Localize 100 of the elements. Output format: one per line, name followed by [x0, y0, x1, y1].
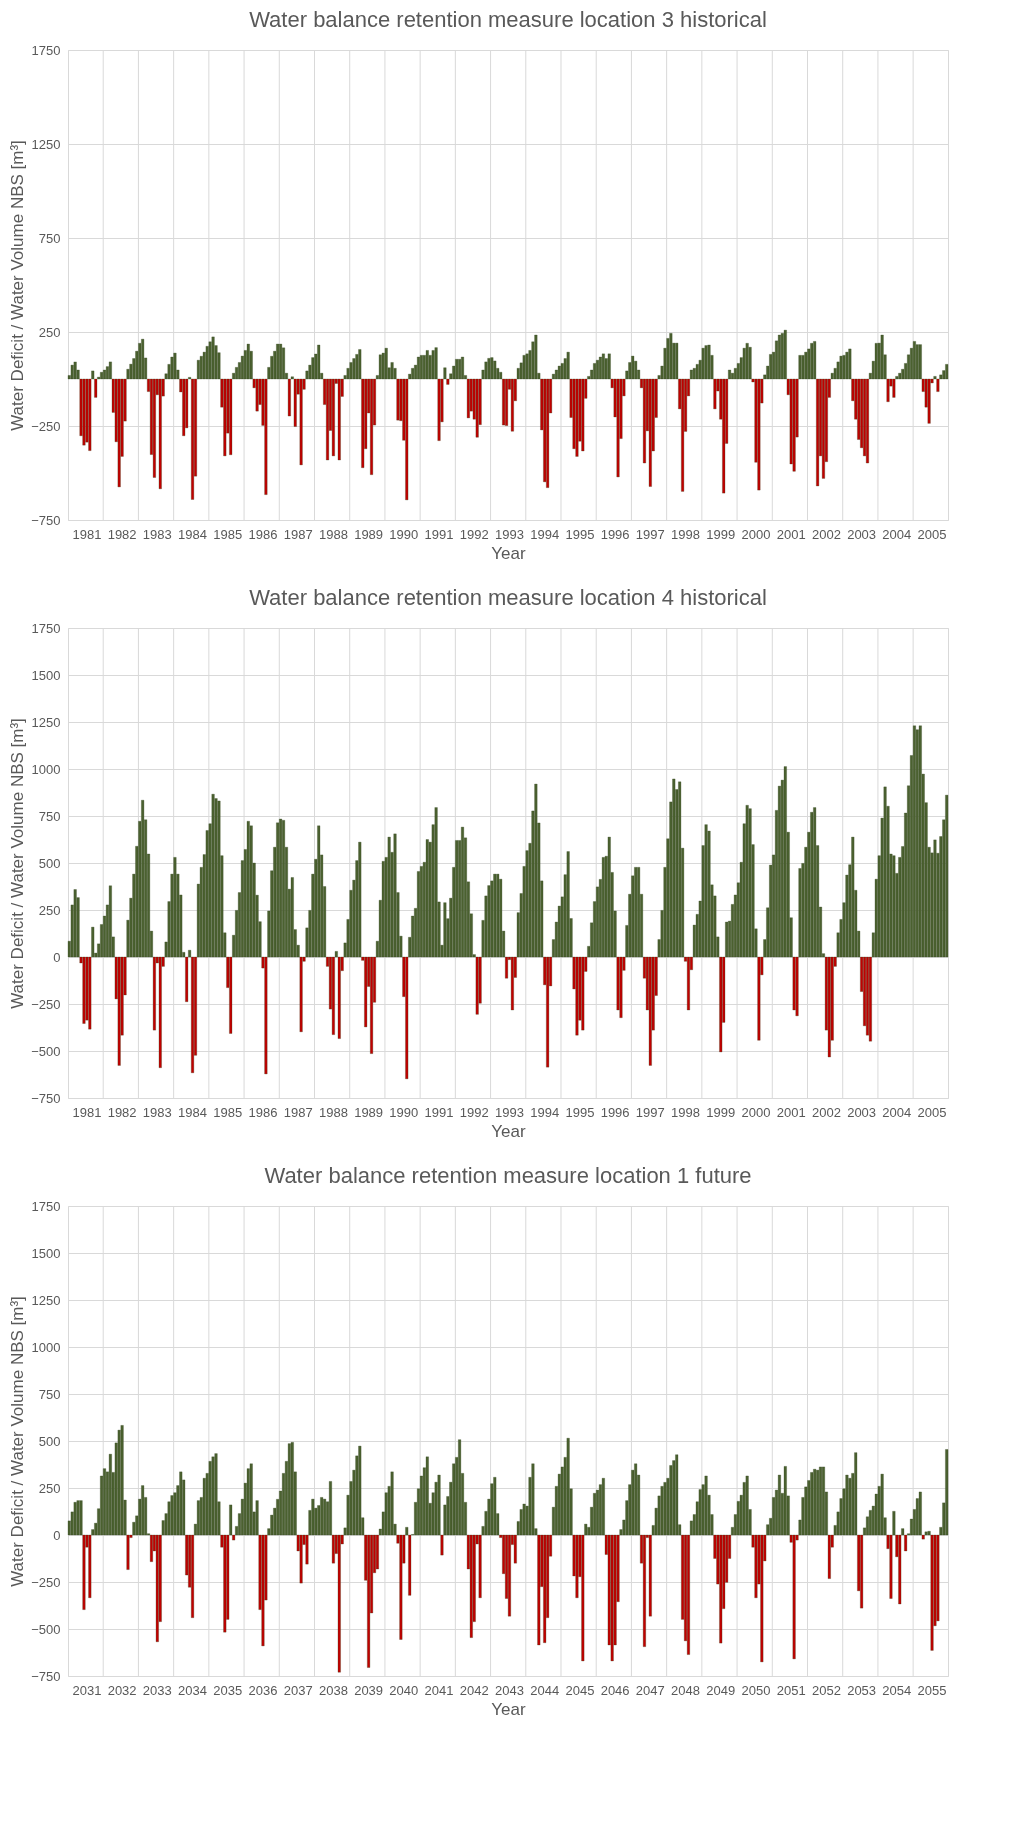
- bar: [76, 1500, 80, 1536]
- x-tick-label: 1995: [565, 526, 595, 542]
- x-tick-label: 2038: [318, 1682, 348, 1698]
- bar: [217, 800, 221, 958]
- bar: [575, 1534, 579, 1598]
- y-tick-label: 1750: [31, 42, 61, 58]
- bar: [745, 805, 749, 958]
- bar: [73, 1502, 77, 1536]
- bar: [566, 851, 570, 958]
- bar: [936, 378, 940, 392]
- bar: [73, 361, 77, 380]
- x-tick-label: 1991: [424, 1104, 454, 1120]
- bar: [493, 360, 497, 380]
- x-tick-label: 1985: [213, 1104, 243, 1120]
- x-tick-label: 1988: [318, 526, 348, 542]
- x-tick-label: 2052: [811, 1682, 841, 1698]
- bar: [719, 1534, 723, 1644]
- x-tick-label: 2031: [72, 1682, 102, 1698]
- bar: [543, 1534, 547, 1643]
- y-axis-title: Water Deficit / Water Volume NBS [m³]: [8, 718, 28, 1009]
- bar: [554, 369, 558, 380]
- y-tick-label: 250: [38, 1480, 61, 1496]
- bar: [783, 766, 787, 958]
- bar: [757, 378, 761, 491]
- y-tick-label: 1000: [31, 761, 61, 777]
- bar: [510, 378, 514, 432]
- bar: [754, 1534, 758, 1598]
- bar: [349, 362, 353, 380]
- x-tick-label: 2004: [882, 526, 912, 542]
- bar: [546, 956, 550, 1068]
- bar: [648, 956, 652, 1066]
- bar: [152, 378, 156, 478]
- bar: [381, 352, 385, 380]
- bar: [358, 841, 362, 958]
- bar: [475, 956, 479, 1015]
- x-tick-label: 2047: [635, 1682, 665, 1698]
- bar: [211, 1456, 215, 1536]
- x-tick-label: 2043: [495, 1682, 524, 1698]
- x-tick-label: 1984: [178, 1104, 207, 1120]
- bar: [898, 373, 902, 380]
- bar: [510, 956, 514, 1011]
- bar: [317, 825, 321, 958]
- x-tick-label: 2001: [776, 1104, 806, 1120]
- x-tick-label: 1992: [459, 526, 489, 542]
- y-tick-label: −750: [31, 1668, 61, 1684]
- bar: [557, 365, 561, 380]
- bar: [120, 1425, 124, 1536]
- y-tick-label: 1250: [31, 714, 61, 730]
- y-tick-label: 1250: [31, 136, 61, 152]
- x-tick-label: 1993: [495, 526, 524, 542]
- x-tick-label: 1987: [283, 1104, 313, 1120]
- x-tick-label: 2000: [741, 526, 771, 542]
- y-tick-label: −250: [31, 996, 61, 1012]
- x-tick-label: 1996: [600, 1104, 630, 1120]
- x-tick-label: 2055: [917, 1682, 947, 1698]
- x-tick-label: 1990: [389, 1104, 419, 1120]
- bar: [918, 725, 922, 958]
- bar: [681, 378, 685, 492]
- x-tick-label: 1998: [671, 526, 700, 542]
- bar: [337, 1534, 341, 1673]
- x-tick-label: 1996: [600, 526, 630, 542]
- x-tick-label: 1982: [107, 1104, 137, 1120]
- bar: [475, 378, 479, 438]
- bar: [534, 334, 538, 380]
- x-tick-label: 2041: [424, 1682, 454, 1698]
- bar: [607, 836, 611, 958]
- bar: [945, 1449, 949, 1536]
- bar: [461, 356, 464, 380]
- bar: [487, 358, 491, 380]
- bar: [179, 1471, 183, 1536]
- y-axis-title: Water Deficit / Water Volume NBS [m³]: [8, 140, 28, 431]
- x-axis-title: Year: [491, 1121, 527, 1141]
- x-tick-label: 2036: [248, 1682, 278, 1698]
- bar: [930, 1534, 934, 1651]
- bar: [170, 356, 174, 380]
- bar: [918, 1491, 922, 1536]
- x-tick-label: 1984: [178, 526, 207, 542]
- bar: [945, 364, 949, 380]
- bar: [117, 1429, 121, 1536]
- bar: [827, 956, 831, 1058]
- x-tick-label: 1994: [530, 1104, 560, 1120]
- bar: [82, 378, 86, 446]
- x-tick-label: 1989: [354, 1104, 384, 1120]
- bar: [411, 368, 415, 380]
- bar: [469, 1534, 473, 1638]
- bar: [546, 378, 550, 488]
- bar: [387, 836, 391, 958]
- x-tick-label: 1986: [248, 526, 278, 542]
- bar: [678, 781, 682, 958]
- bar: [945, 794, 949, 958]
- bar: [648, 378, 652, 487]
- x-tick-label: 2054: [882, 1682, 912, 1698]
- bar: [880, 334, 884, 380]
- bar: [707, 344, 711, 380]
- bar: [381, 861, 385, 958]
- x-tick-label: 1999: [706, 526, 736, 542]
- bar: [141, 338, 145, 380]
- x-tick-label: 2042: [459, 1682, 489, 1698]
- bar: [158, 956, 162, 1068]
- y-tick-label: 1250: [31, 1292, 61, 1308]
